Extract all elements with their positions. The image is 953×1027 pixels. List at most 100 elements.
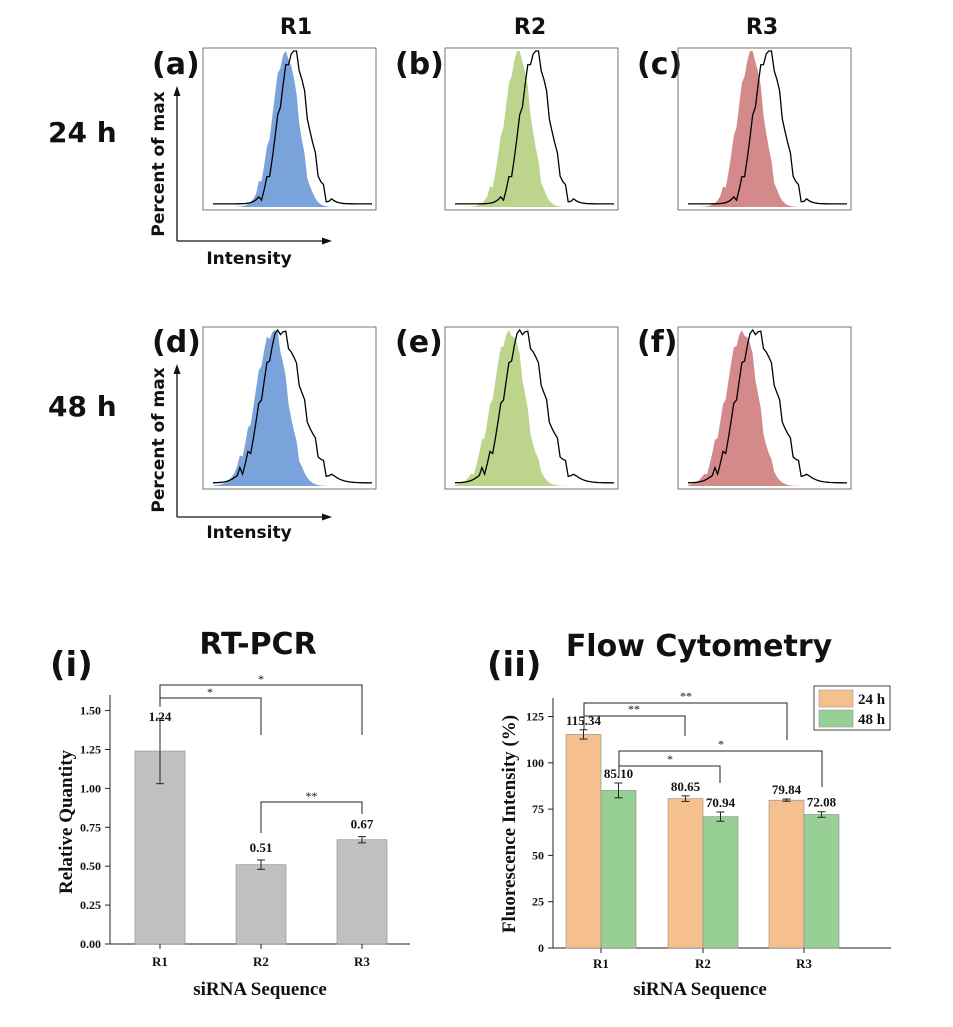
chart-ii-ytick-label: 125 (526, 710, 544, 724)
histogram-control-line (212, 328, 373, 484)
histogram-panels (202, 47, 852, 490)
histogram-fill-r1 (213, 51, 372, 207)
histogram-control-line (455, 50, 614, 205)
chart-ii-bar-r1-24h (565, 734, 602, 949)
y-axis-label-row2: Percent of max (149, 367, 169, 512)
histogram-panel-r2-row2 (444, 326, 619, 490)
histogram-frame (677, 326, 852, 490)
panel-label-f: (f) (637, 325, 677, 360)
chart-ii-ytick-label: 100 (526, 756, 544, 770)
legend-label-24h: 24 h (858, 692, 886, 708)
chart-ii-significance-bracket (618, 765, 721, 783)
histogram-control-line (213, 50, 372, 205)
histogram-panel-r1-row1 (202, 47, 377, 211)
chart-ii-xtick-label: R3 (796, 956, 812, 971)
chart-i-significance-bracket (159, 697, 262, 735)
axis-arrows-row2 (176, 370, 324, 518)
legend-swatch-48h (818, 709, 854, 728)
panel-label-ii: (ii) (487, 645, 541, 685)
column-header-r3: R3 (746, 15, 778, 40)
chart-ii-bar-r3-24h (768, 799, 805, 949)
y-arrowhead-row2 (173, 364, 181, 374)
chart-ii-value-label: 72.08 (807, 795, 837, 810)
chart-i-value-label: 0.51 (250, 840, 273, 855)
x-axis-label-row2: Intensity (206, 523, 291, 543)
chart-ii-ytick-label: 0 (538, 941, 544, 955)
chart-i-title: RT-PCR (199, 627, 316, 662)
histogram-frame (202, 47, 377, 211)
chart-i-ytick-label: 0.50 (80, 859, 101, 873)
chart-i-ytick-label: 0.75 (80, 820, 101, 834)
chart-i-value-label: 0.67 (351, 817, 374, 832)
chart-i-xlabel: siRNA Sequence (193, 979, 327, 1000)
chart-ii-ytick-label: 50 (532, 848, 544, 862)
chart-ii-significance-label: ** (680, 689, 692, 703)
chart-i-xtick-label: R1 (152, 954, 168, 969)
chart-i-significance-label: * (258, 672, 264, 686)
histogram-panel-r1-row2 (202, 326, 377, 490)
chart-ii-xtick-label: R1 (593, 956, 609, 971)
chart-i-value-label: 1.24 (149, 709, 172, 724)
x-axis-label-row1: Intensity (206, 249, 291, 269)
panel-label-d: (d) (152, 325, 201, 360)
axis-arrows-row1 (176, 92, 324, 242)
chart-i-significance-bracket (159, 684, 363, 735)
chart-i-ytick-label: 0.00 (80, 937, 101, 951)
chart-i-plot: 0.00 0.25 0.50 0.75 1.00 1.25 1.50 1.24 R1 0.51 R2… (80, 672, 410, 969)
histogram-fill-r1 (213, 330, 372, 486)
chart-ii-bar-r2-48h (702, 816, 739, 949)
chart-i-bar-r2 (235, 864, 287, 945)
panel-label-c: (c) (637, 47, 682, 82)
histogram-fill-r3 (688, 330, 847, 486)
histogram-frame (444, 326, 619, 490)
histogram-fill-r3 (688, 51, 847, 207)
legend-swatch-24h (818, 689, 854, 708)
histogram-fill-r2 (455, 330, 614, 486)
chart-ii-significance-bracket (583, 702, 788, 740)
panel-label-e: (e) (395, 325, 443, 360)
chart-ii-significance-label: * (718, 737, 724, 751)
panel-label-b: (b) (395, 47, 444, 82)
chart-i-xtick-label: R2 (253, 954, 269, 969)
chart-ii-ytick-label: 25 (532, 895, 544, 909)
chart-ii-value-label: 70.94 (706, 795, 736, 810)
chart-ii-xlabel: siRNA Sequence (633, 979, 767, 1000)
chart-ii-ylabel: Fluorescence Intensity (%) (499, 715, 520, 933)
chart-i-significance-label: * (207, 685, 213, 699)
chart-i-bar-r3 (336, 839, 388, 945)
legend-label-48h: 48 h (858, 712, 886, 728)
histogram-panel-r2-row1 (444, 47, 619, 211)
chart-i-xtick-label: R3 (354, 954, 370, 969)
histogram-frame (202, 326, 377, 490)
panel-label-a: (a) (152, 47, 200, 82)
chart-ii-significance-label: * (667, 752, 673, 766)
chart-ii-significance-bracket (583, 715, 686, 736)
chart-ii-significance-label: ** (628, 702, 640, 716)
row-label-48h: 48 h (48, 390, 117, 423)
histogram-frame (444, 47, 619, 211)
y-axis-label-row1: Percent of max (149, 91, 169, 236)
chart-ii-value-label: 80.65 (671, 779, 701, 794)
chart-i-ytick-label: 1.00 (80, 781, 101, 795)
column-header-r2: R2 (514, 15, 546, 40)
row-label-24h: 24 h (48, 116, 117, 149)
chart-ii-value-label: 79.84 (772, 782, 802, 797)
histogram-control-line (688, 50, 847, 205)
histogram-frame (677, 47, 852, 211)
chart-i-ytick-label: 1.25 (80, 742, 101, 756)
histogram-panel-r3-row1 (677, 47, 852, 211)
panel-label-i: (i) (50, 645, 93, 685)
chart-i-significance-label: ** (306, 789, 318, 803)
chart-ii-ytick-label: 75 (532, 802, 544, 816)
column-header-r1: R1 (280, 15, 312, 40)
chart-i-significance-bracket (260, 801, 363, 833)
chart-i-ytick-label: 1.50 (80, 704, 101, 718)
histogram-panel-r3-row2 (677, 326, 852, 490)
y-arrowhead-row1 (173, 86, 181, 96)
chart-ii-xtick-label: R2 (695, 956, 711, 971)
chart-ii-significance-bracket (618, 750, 823, 787)
histogram-fill-r2 (455, 51, 614, 207)
chart-ii-bar-r1-48h (600, 790, 637, 949)
chart-i-ylabel: Relative Quantity (56, 749, 77, 894)
